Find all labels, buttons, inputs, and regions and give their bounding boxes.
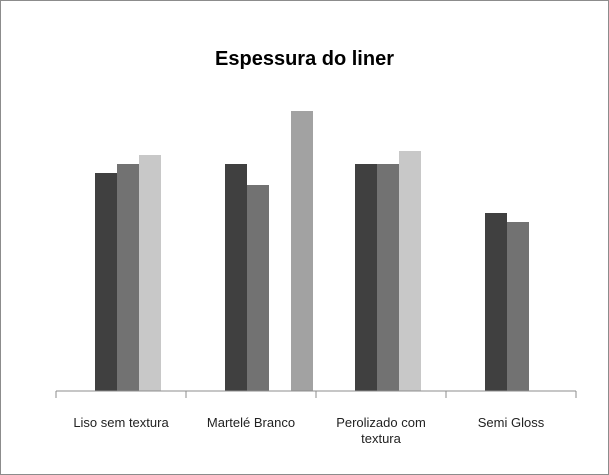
bar [377, 164, 399, 391]
bar [247, 185, 269, 391]
x-tick-label: Semi Gloss [477, 415, 545, 430]
bar [399, 151, 421, 391]
bar [139, 155, 161, 391]
bar [291, 111, 313, 391]
x-tick-label: Liso sem textura [73, 415, 169, 430]
x-tick-label: Martelé Branco [206, 415, 296, 430]
x-tick-label: Perolizado com textura [336, 415, 426, 446]
bar [117, 164, 139, 391]
chart-title: Espessura do liner [215, 48, 394, 70]
bar [507, 222, 529, 391]
bar [355, 164, 377, 391]
bar [225, 164, 247, 391]
bar [485, 213, 507, 391]
bar [95, 173, 117, 391]
